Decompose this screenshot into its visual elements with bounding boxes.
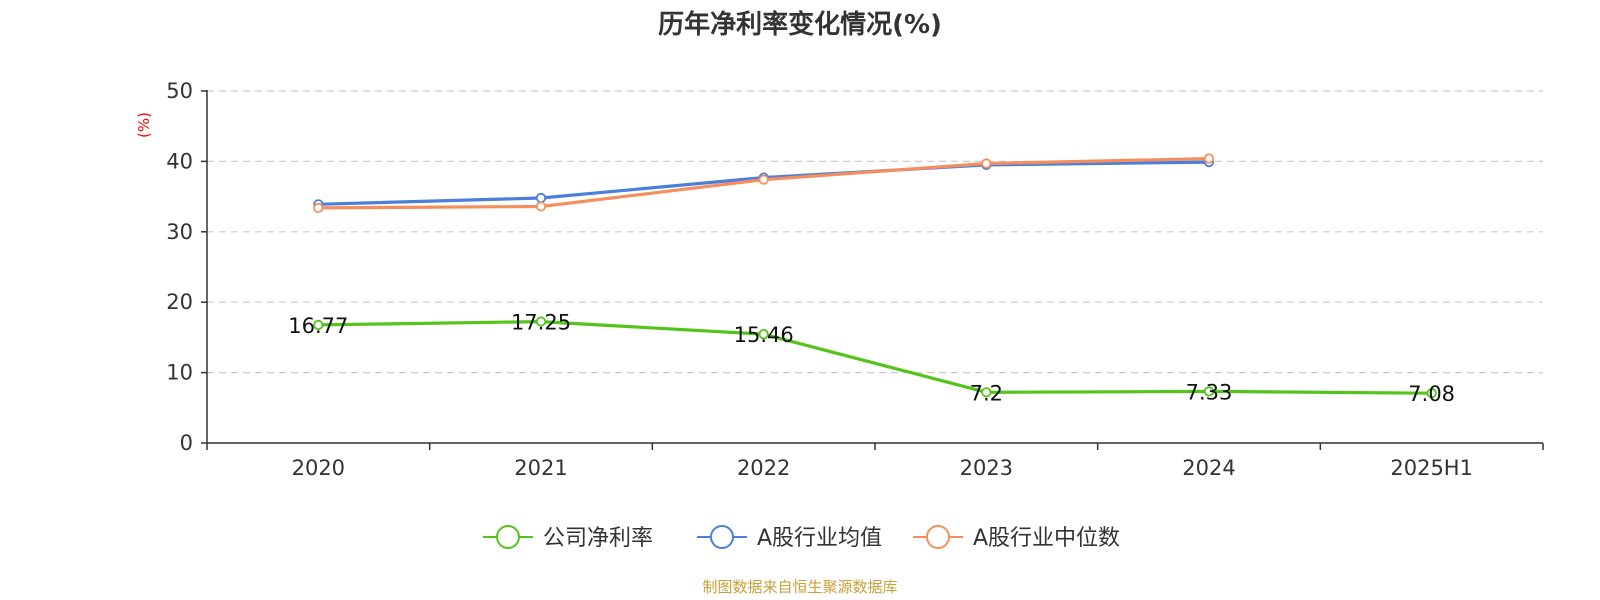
data-point bbox=[758, 329, 769, 340]
data-labels: 16.77 17.25 15.46 7.2 7.33 7.08 bbox=[288, 311, 1455, 407]
data-label: 16.77 bbox=[288, 314, 348, 338]
y-tick-label: 30 bbox=[166, 220, 193, 244]
legend: 公司净利率 A股行业均值 A股行业中位数 bbox=[483, 525, 1120, 551]
source-note: 制图数据来自恒生聚源数据库 bbox=[702, 578, 897, 596]
data-point bbox=[981, 387, 992, 398]
data-point bbox=[535, 192, 547, 204]
x-tick-label: 2023 bbox=[960, 456, 1013, 480]
y-tick-label: 10 bbox=[166, 361, 193, 385]
legend-label: A股行业中位数 bbox=[973, 526, 1120, 551]
x-tick-label: 2022 bbox=[737, 456, 790, 480]
data-point bbox=[1426, 388, 1437, 399]
data-point bbox=[535, 201, 547, 212]
x-tick-label: 2020 bbox=[292, 456, 345, 480]
chart-title: 历年净利率变化情况(%) bbox=[658, 9, 942, 40]
y-tick-label: 40 bbox=[166, 149, 193, 173]
y-tick-label: 0 bbox=[180, 431, 193, 455]
y-axis-unit-label: (%) bbox=[135, 112, 153, 138]
y-tick-label: 50 bbox=[166, 79, 193, 103]
data-point bbox=[981, 158, 992, 169]
data-label: 17.25 bbox=[511, 311, 571, 335]
x-tick-label: 2025H1 bbox=[1390, 456, 1473, 480]
data-point bbox=[1203, 153, 1215, 164]
data-point bbox=[313, 319, 324, 331]
data-label: 7.33 bbox=[1186, 380, 1233, 404]
data-label: 15.46 bbox=[734, 323, 794, 347]
data-label: 7.08 bbox=[1408, 382, 1455, 406]
data-point bbox=[758, 174, 769, 185]
series-line bbox=[316, 320, 1434, 395]
series-lines bbox=[313, 153, 1437, 399]
legend-marker bbox=[496, 525, 520, 549]
x-tick-label: 2021 bbox=[514, 456, 567, 480]
axes: 0 10 20 30 40 50 2020 2021 2022 2023 2024 2025H1 bbox=[166, 79, 1544, 480]
legend-marker bbox=[710, 525, 734, 549]
data-label: 7.2 bbox=[970, 381, 1003, 405]
data-point bbox=[1203, 386, 1215, 397]
legend-label: A股行业均值 bbox=[757, 526, 882, 551]
legend-label: 公司净利率 bbox=[543, 526, 653, 551]
legend-marker bbox=[926, 525, 950, 549]
data-point bbox=[535, 316, 547, 327]
grid-lines bbox=[207, 90, 1543, 374]
y-tick-label: 20 bbox=[166, 290, 193, 314]
x-tick-label: 2024 bbox=[1182, 456, 1235, 480]
data-point bbox=[313, 202, 324, 213]
